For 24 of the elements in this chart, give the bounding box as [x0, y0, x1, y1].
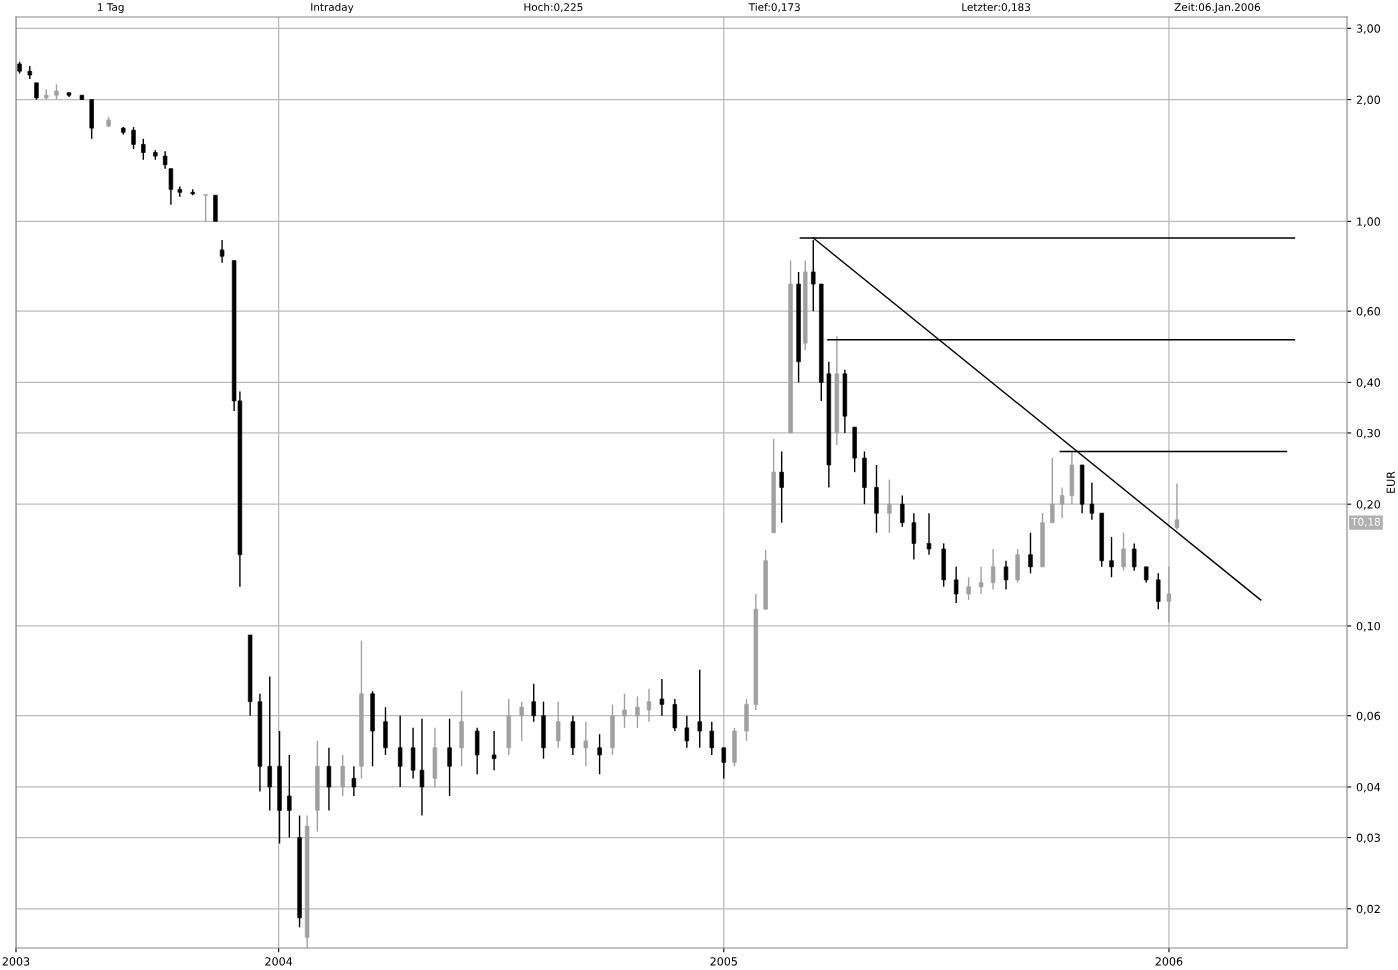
text: 1 Tag	[98, 3, 124, 14]
y-tick-label: 0,02	[1356, 904, 1380, 915]
y-tick-label: 0,40	[1356, 378, 1381, 388]
text: Hoch:0,225	[524, 2, 583, 13]
y-tick-label: 2,00	[1356, 95, 1381, 106]
y-tick-label: 0,04	[1356, 782, 1381, 793]
y-tick-label: 3,00	[1356, 24, 1381, 34]
text: Intraday	[311, 2, 354, 14]
annotation: T0,18	[1351, 517, 1381, 527]
y-tick-label: 0,20	[1356, 500, 1381, 510]
x-tick-label: 2006	[1155, 957, 1183, 966]
x-tick-label: 2005	[710, 957, 737, 966]
x-tick-label: 2003	[2, 957, 30, 966]
y-tick-label: 0,60	[1356, 307, 1381, 317]
x-tick-label: 2004	[265, 957, 293, 966]
text: Tief:0,173	[748, 2, 800, 13]
y-tick-label: 0,06	[1356, 711, 1381, 722]
text: Letzter:0,183	[962, 3, 1030, 13]
y-tick-label: 0,30	[1356, 428, 1381, 439]
text: Zeit:06.Jan.2006	[1174, 2, 1261, 13]
y-tick-label: 1,00	[1357, 217, 1381, 227]
y-tick-label: 0,03	[1356, 833, 1380, 844]
y-axis-title: EUR	[1386, 471, 1395, 493]
y-tick-label: 0,10	[1356, 621, 1381, 632]
